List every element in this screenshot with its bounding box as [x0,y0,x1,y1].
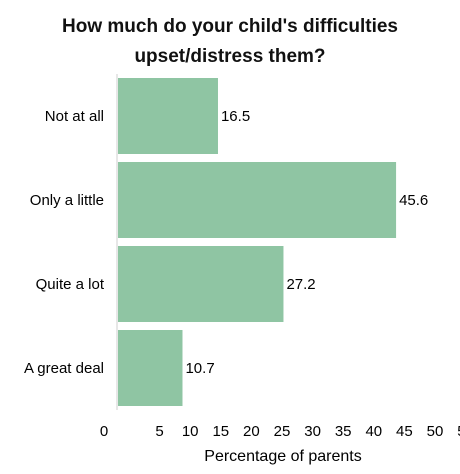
x-tick-label: 20 [243,423,260,440]
category-label: Quite a lot [36,276,105,293]
x-tick-label: 45 [396,423,413,440]
value-label: 45.6 [399,192,428,209]
x-tick-label: 15 [212,423,229,440]
bar-quite-a-lot [118,246,284,322]
category-label: Not at all [45,108,104,125]
chart-title-line-2: upset/distress them? [134,46,326,67]
x-tick-label: 25 [274,423,291,440]
category-label: Only a little [30,192,104,209]
chart-title: How much do your child's difficulties up… [0,12,460,72]
bar-only-a-little [118,162,397,238]
x-tick-label: 0 [100,423,108,440]
chart-title-line-1: How much do your child's difficulties [62,16,398,37]
x-tick-label: 55 [457,423,460,440]
bar-not-at-all [118,78,218,154]
x-tick-labels: 0 5 10 15 20 25 30 35 40 45 50 55 [100,423,460,440]
value-label: 27.2 [286,276,315,293]
x-tick-label: 50 [427,423,444,440]
x-tick-label: 5 [155,423,163,440]
x-axis-title: Percentage of parents [204,448,361,465]
value-label: 10.7 [185,360,214,377]
x-tick-label: 40 [365,423,382,440]
x-tick-label: 35 [335,423,352,440]
bars-group [118,78,397,406]
bar-a-great-deal [118,330,183,406]
value-labels: 16.5 45.6 27.2 10.7 [185,108,428,377]
category-label: A great deal [24,360,104,377]
x-tick-label: 10 [182,423,199,440]
x-tick-label: 30 [304,423,321,440]
category-labels: Not at all Only a little Quite a lot A grea… [24,108,105,377]
value-label: 16.5 [221,108,250,125]
